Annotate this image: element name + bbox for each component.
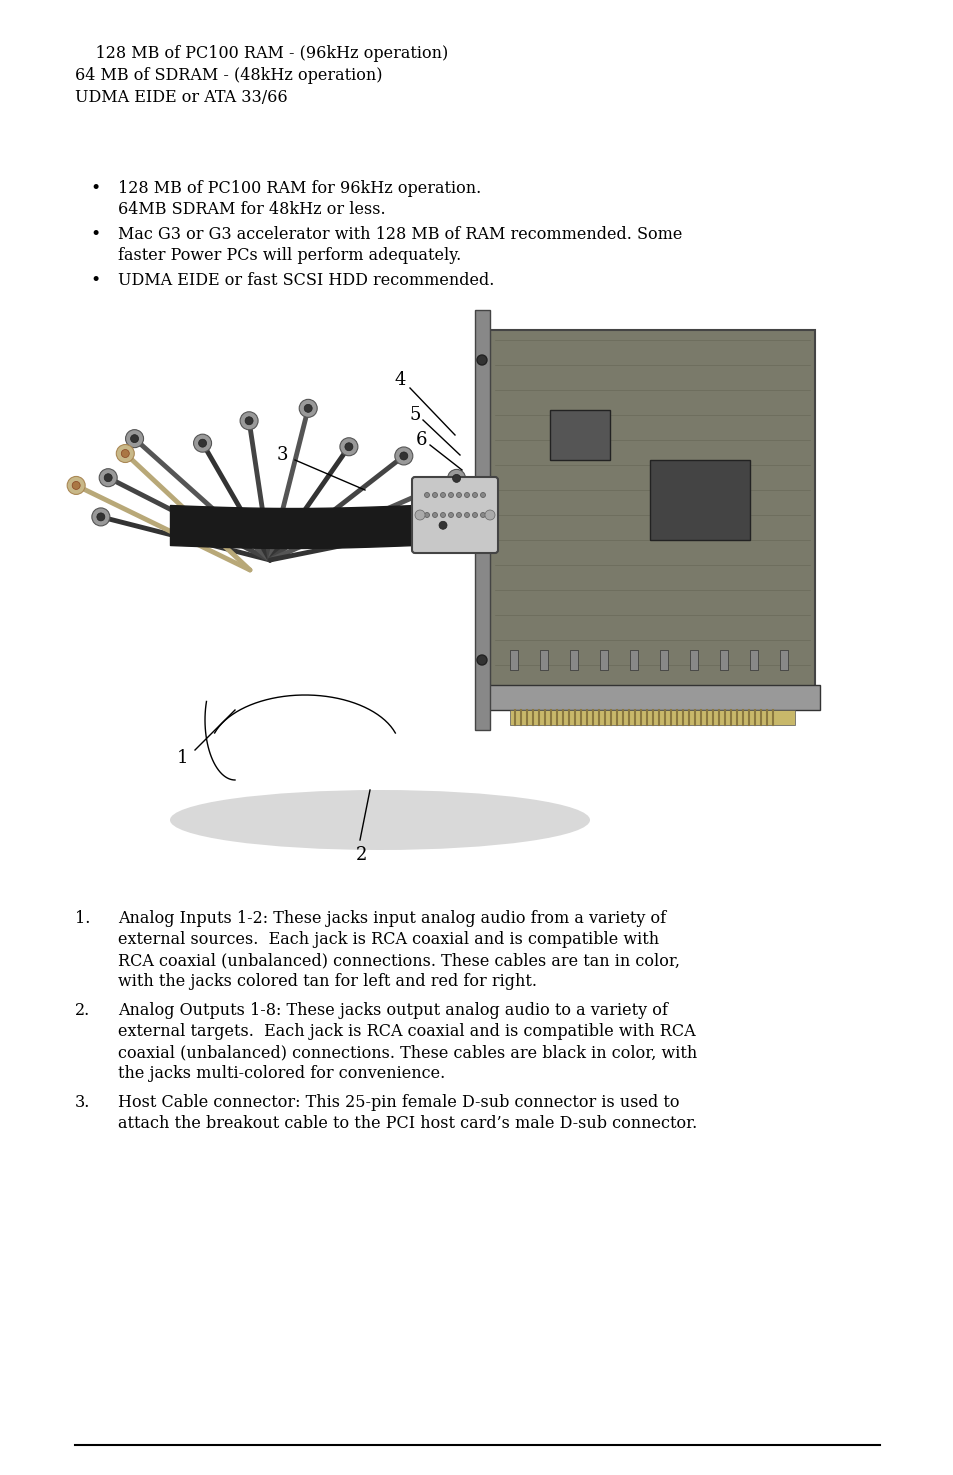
Bar (479, 684, 820, 709)
Text: 6: 6 (416, 431, 427, 448)
Text: faster Power PCs will perform adequately.: faster Power PCs will perform adequately… (118, 246, 460, 264)
Bar (490, 330, 814, 690)
Circle shape (116, 444, 134, 463)
Circle shape (448, 512, 453, 518)
Circle shape (339, 438, 357, 456)
Circle shape (299, 400, 316, 417)
Text: Mac G3 or G3 accelerator with 128 MB of RAM recommended. Some: Mac G3 or G3 accelerator with 128 MB of … (118, 226, 681, 243)
Circle shape (245, 417, 253, 425)
Bar (629, 650, 638, 670)
Text: 64MB SDRAM for 48kHz or less.: 64MB SDRAM for 48kHz or less. (118, 201, 385, 218)
Text: RCA coaxial (unbalanced) connections. These cables are tan in color,: RCA coaxial (unbalanced) connections. Th… (118, 951, 679, 969)
Text: 128 MB of PC100 RAM for 96kHz operation.: 128 MB of PC100 RAM for 96kHz operation. (118, 180, 480, 198)
Circle shape (99, 469, 117, 487)
Text: 64 MB of SDRAM - (48kHz operation): 64 MB of SDRAM - (48kHz operation) (75, 66, 382, 84)
Text: •: • (90, 180, 100, 198)
Circle shape (448, 493, 453, 497)
Circle shape (126, 429, 143, 447)
Text: coaxial (unbalanced) connections. These cables are black in color, with: coaxial (unbalanced) connections. These … (118, 1044, 697, 1061)
Circle shape (395, 447, 413, 465)
FancyBboxPatch shape (412, 476, 497, 553)
Text: external targets.  Each jack is RCA coaxial and is compatible with RCA: external targets. Each jack is RCA coaxi… (118, 1024, 695, 1040)
Text: 3.: 3. (75, 1094, 91, 1111)
Text: 4: 4 (394, 372, 405, 389)
Bar (539, 650, 547, 670)
Circle shape (464, 493, 469, 497)
Bar (780, 650, 787, 670)
Circle shape (440, 493, 445, 497)
Bar (599, 650, 607, 670)
Text: 2.: 2. (75, 1002, 91, 1019)
Text: attach the breakout cable to the PCI host card’s male D-sub connector.: attach the breakout cable to the PCI hos… (118, 1115, 697, 1131)
Bar (510, 650, 517, 670)
Text: 128 MB of PC100 RAM - (96kHz operation): 128 MB of PC100 RAM - (96kHz operation) (75, 46, 448, 62)
Bar (659, 650, 667, 670)
Circle shape (424, 512, 429, 518)
Text: 1.: 1. (75, 910, 91, 926)
Text: Host Cable connector: This 25-pin female D-sub connector is used to: Host Cable connector: This 25-pin female… (118, 1094, 679, 1111)
Circle shape (456, 512, 461, 518)
Circle shape (198, 440, 207, 447)
Text: UDMA EIDE or ATA 33/66: UDMA EIDE or ATA 33/66 (75, 88, 287, 106)
Bar (510, 709, 794, 726)
Text: 2: 2 (355, 847, 367, 864)
Circle shape (193, 434, 212, 453)
Circle shape (432, 493, 437, 497)
Circle shape (91, 507, 110, 527)
Text: •: • (90, 226, 100, 243)
Circle shape (97, 513, 105, 521)
Circle shape (476, 655, 486, 665)
Circle shape (447, 469, 465, 487)
Text: external sources.  Each jack is RCA coaxial and is compatible with: external sources. Each jack is RCA coaxi… (118, 931, 659, 948)
Circle shape (484, 510, 495, 521)
Text: with the jacks colored tan for left and red for right.: with the jacks colored tan for left and … (118, 974, 537, 990)
Circle shape (434, 516, 452, 534)
Circle shape (345, 442, 353, 451)
Circle shape (456, 493, 461, 497)
Text: the jacks multi-colored for convenience.: the jacks multi-colored for convenience. (118, 1065, 445, 1083)
Circle shape (440, 512, 445, 518)
Circle shape (438, 521, 447, 530)
Bar (569, 650, 578, 670)
Circle shape (399, 451, 407, 460)
Circle shape (464, 512, 469, 518)
Circle shape (480, 512, 485, 518)
Bar (749, 650, 758, 670)
Circle shape (472, 493, 477, 497)
Circle shape (240, 412, 258, 429)
Circle shape (415, 510, 424, 521)
Bar (550, 410, 609, 460)
Circle shape (480, 493, 485, 497)
Text: Analog Inputs 1-2: These jacks input analog audio from a variety of: Analog Inputs 1-2: These jacks input ana… (118, 910, 665, 926)
Bar (649, 460, 749, 540)
Bar (475, 310, 490, 730)
Circle shape (424, 493, 429, 497)
Bar (720, 650, 727, 670)
Bar (689, 650, 698, 670)
Text: UDMA EIDE or fast SCSI HDD recommended.: UDMA EIDE or fast SCSI HDD recommended. (118, 271, 494, 289)
Circle shape (476, 355, 486, 364)
Circle shape (72, 481, 80, 490)
Circle shape (304, 404, 312, 413)
Text: 3: 3 (276, 445, 288, 465)
Text: •: • (90, 271, 100, 289)
Circle shape (432, 512, 437, 518)
Circle shape (67, 476, 85, 494)
Ellipse shape (170, 791, 589, 850)
Circle shape (452, 475, 460, 482)
Circle shape (104, 473, 112, 482)
Circle shape (472, 512, 477, 518)
Text: Analog Outputs 1-8: These jacks output analog audio to a variety of: Analog Outputs 1-8: These jacks output a… (118, 1002, 667, 1019)
Text: 5: 5 (409, 406, 420, 423)
Circle shape (131, 435, 138, 442)
Text: 1: 1 (177, 749, 189, 767)
Circle shape (121, 450, 130, 457)
